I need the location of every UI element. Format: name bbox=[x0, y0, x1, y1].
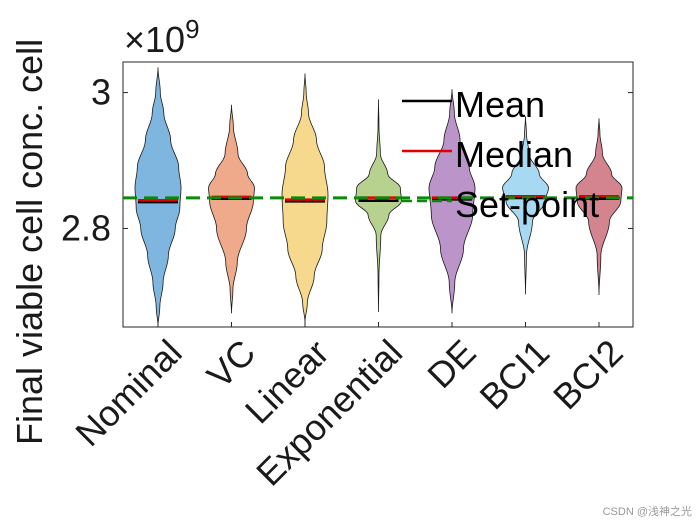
y-exponent-label: ×109 bbox=[124, 14, 200, 60]
x-category-label-nominal: Nominal bbox=[67, 332, 189, 454]
violin-bci1 bbox=[502, 116, 549, 295]
legend-median-label: Median bbox=[455, 134, 573, 175]
y-exponent-power: 9 bbox=[185, 14, 199, 44]
y-tick-label: 3 bbox=[91, 72, 111, 113]
x-category-label-bci2: BCI2 bbox=[545, 332, 631, 418]
legend: Mean Median Set-point bbox=[402, 84, 599, 225]
x-category-label-bci1: BCI1 bbox=[472, 332, 558, 418]
violin-vc bbox=[208, 104, 255, 314]
y-axis-ticks: 2.83 bbox=[61, 72, 633, 248]
violin-exponential bbox=[355, 99, 402, 313]
legend-setpoint-label: Set-point bbox=[455, 184, 599, 225]
y-tick-label: 2.8 bbox=[61, 207, 111, 248]
y-axis-label: Final viable cell conc. cell bbox=[9, 39, 50, 445]
violin-bci2 bbox=[575, 118, 623, 296]
watermark: CSDN @浅神之光 bbox=[603, 504, 692, 518]
legend-mean-label: Mean bbox=[455, 84, 545, 125]
